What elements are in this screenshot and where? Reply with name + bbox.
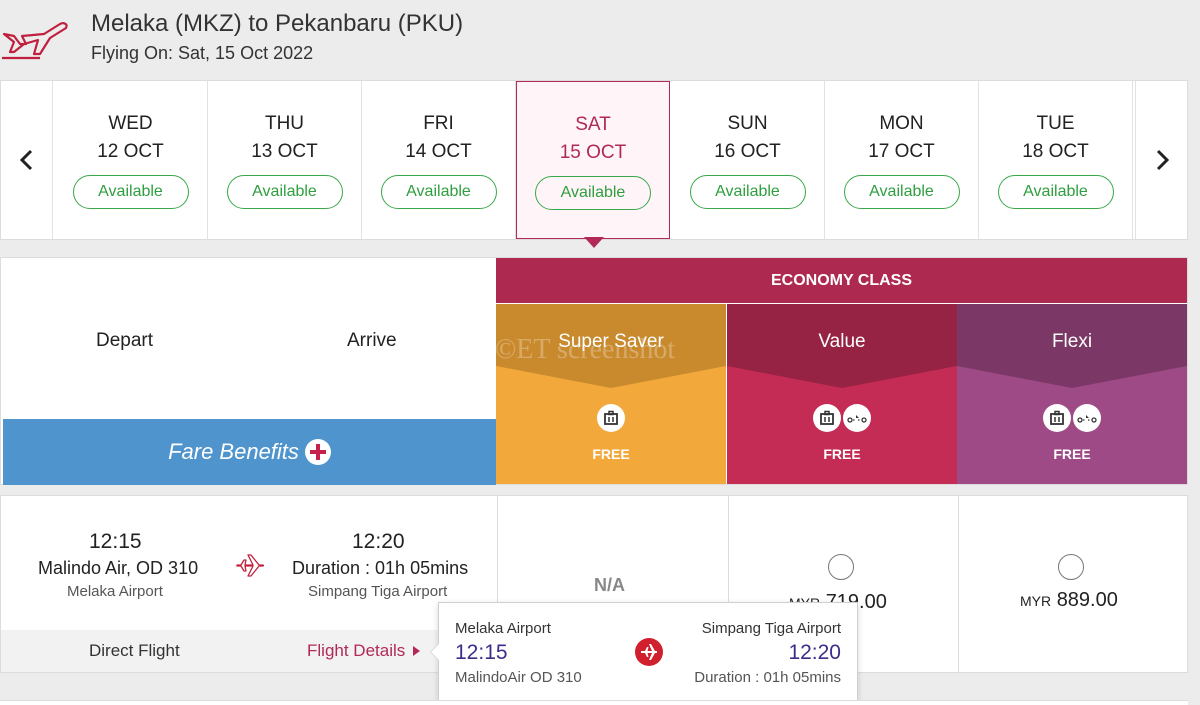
day-name: THU [264, 113, 305, 134]
page-header: Melaka (MKZ) to Pekanbaru (PKU) Flying O… [0, 0, 1200, 78]
caret-right-icon [413, 646, 420, 656]
fare-benefits-label: Fare Benefits [168, 439, 299, 464]
next-row-edge [0, 700, 1188, 705]
fare-benefit-icons [957, 404, 1187, 432]
date-option-sat-selected[interactable]: SAT 15 OCT Available [516, 81, 670, 239]
fare-name: Value [727, 304, 957, 366]
flight-footer-strip [1, 630, 497, 672]
availability-badge: Available [380, 175, 497, 209]
price-amount: 889.00 [1056, 589, 1118, 611]
flying-on-date: Flying On: Sat, 15 Oct 2022 [91, 43, 314, 63]
fare-column-super-saver: Super Saver FREE [496, 304, 726, 484]
flight-details-tooltip: Melaka Airport 12:15 MalindoAir OD 310 S… [430, 602, 858, 702]
plane-icon [635, 638, 663, 666]
day-name: MON [879, 113, 924, 134]
day-date: 15 OCT [559, 142, 627, 163]
flight-details-link[interactable]: Flight Details [307, 641, 406, 660]
route-title: Melaka (MKZ) to Pekanbaru (PKU) [91, 10, 464, 37]
previous-dates-button[interactable] [1, 81, 53, 239]
availability-badge: Available [535, 176, 651, 210]
plane-icon [236, 554, 265, 577]
tooltip-to-airport: Simpang Tiga Airport [701, 620, 841, 637]
depart-column-label: Depart [96, 330, 154, 351]
tooltip-to-time: 12:20 [788, 641, 841, 664]
fare-chevron [496, 366, 726, 388]
seat-select-icon [843, 404, 871, 432]
super-saver-price-na: N/A [594, 575, 625, 595]
fare-name: Flexi [957, 304, 1187, 366]
tooltip-from-time: 12:15 [455, 641, 508, 664]
availability-badge: Available [997, 175, 1114, 209]
date-option-fri[interactable]: FRI 14 OCT Available [362, 81, 516, 239]
day-date: 17 OCT [868, 141, 935, 162]
fare-name: Super Saver [496, 304, 726, 366]
free-label: FREE [1053, 446, 1091, 462]
fare-column-flexi: Flexi FREE [957, 304, 1187, 484]
date-option-tue[interactable]: TUE 18 OCT Available [979, 81, 1133, 239]
day-date: 12 OCT [97, 141, 164, 162]
day-name: FRI [423, 113, 454, 134]
direct-flight-label: Direct Flight [89, 641, 180, 660]
depart-time: 12:15 [89, 530, 142, 553]
next-dates-button[interactable] [1135, 81, 1187, 239]
divider [497, 496, 498, 672]
fare-benefit-icons [727, 404, 957, 432]
baggage-icon [1043, 404, 1071, 432]
value-fare-radio[interactable] [828, 554, 854, 580]
date-option-wed[interactable]: WED 12 OCT Available [54, 81, 208, 239]
fare-chevron [727, 366, 957, 388]
fare-column-value: Value FREE [727, 304, 957, 484]
arrive-column-label: Arrive [347, 330, 397, 351]
economy-class-header: ECONOMY CLASS [496, 258, 1187, 303]
day-date: 13 OCT [251, 141, 318, 162]
availability-badge: Available [843, 175, 960, 209]
tooltip-carrier: MalindoAir OD 310 [455, 669, 582, 686]
flight-duration: Duration : 01h 05mins [292, 558, 469, 578]
fare-chevron [957, 366, 1187, 388]
free-label: FREE [823, 446, 861, 462]
day-name: SUN [727, 113, 768, 134]
arrive-time: 12:20 [352, 530, 405, 553]
date-option-sun[interactable]: SUN 16 OCT Available [671, 81, 825, 239]
availability-badge: Available [226, 175, 343, 209]
selected-date-pointer [584, 237, 604, 248]
availability-badge: Available [72, 175, 189, 209]
day-name: TUE [1036, 113, 1075, 134]
day-name: WED [108, 113, 153, 134]
free-label: FREE [592, 446, 630, 462]
day-date: 14 OCT [405, 141, 472, 162]
tooltip-from-airport: Melaka Airport [455, 620, 551, 637]
chevron-left-icon [19, 149, 32, 171]
plus-icon [304, 439, 331, 465]
flexi-fare-price: MYR 889.00 [1020, 589, 1118, 612]
divider [958, 496, 959, 672]
divider [728, 496, 729, 672]
tooltip-duration: Duration : 01h 05mins [694, 669, 841, 686]
baggage-icon [813, 404, 841, 432]
availability-badge: Available [689, 175, 806, 209]
depart-airport: Melaka Airport [67, 583, 163, 600]
baggage-icon [597, 404, 625, 432]
fare-table-header: Depart Arrive Fare Benefits ECONOMY CLAS… [0, 257, 1188, 485]
day-date: 18 OCT [1022, 141, 1089, 162]
chevron-right-icon [1156, 149, 1169, 171]
flexi-fare-radio[interactable] [1058, 554, 1084, 580]
date-option-thu[interactable]: THU 13 OCT Available [208, 81, 362, 239]
flight-number: Malindo Air, OD 310 [38, 558, 199, 578]
day-name: SAT [575, 114, 611, 135]
fare-benefits-button[interactable]: Fare Benefits [3, 419, 496, 485]
day-date: 16 OCT [714, 141, 781, 162]
fare-benefit-icons [496, 404, 726, 432]
arrive-airport: Simpang Tiga Airport [308, 583, 448, 600]
plane-takeoff-icon [2, 22, 68, 60]
seat-select-icon [1073, 404, 1101, 432]
currency: MYR [1020, 593, 1052, 609]
date-option-mon[interactable]: MON 17 OCT Available [825, 81, 979, 239]
date-selector: WED 12 OCT Available THU 13 OCT Availabl… [0, 80, 1188, 240]
